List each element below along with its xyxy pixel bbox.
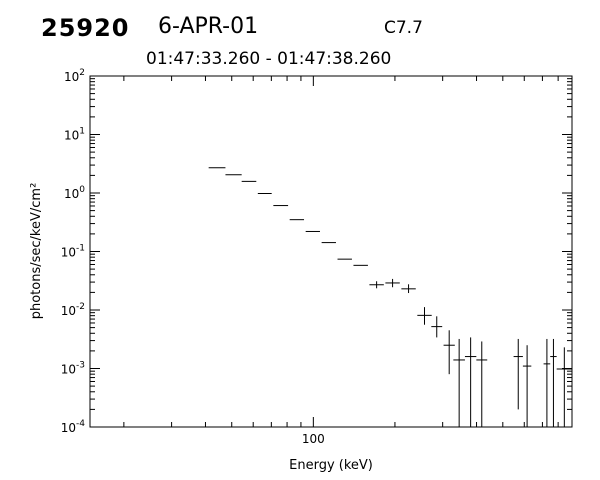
y-axis-label: photons/sec/keV/cm²	[29, 183, 44, 320]
y-tick-label: 100	[64, 185, 85, 201]
data-point	[417, 307, 432, 325]
y-tick-labels: 10-4 10-3 10-2 10-1 100 101 102	[61, 68, 86, 435]
y-tick-label: 102	[64, 68, 85, 84]
y-tick-label: 10-4	[61, 419, 86, 435]
data-point	[522, 345, 532, 427]
y-tick-label: 101	[64, 127, 85, 143]
plot-frame	[89, 75, 573, 428]
data-point	[443, 330, 455, 375]
x-tick-labels: 100	[302, 432, 325, 446]
data-point	[550, 338, 557, 427]
data-point	[431, 316, 443, 338]
data-point	[476, 341, 488, 427]
observation-id: 25920	[41, 14, 130, 42]
data-point	[453, 338, 465, 427]
y-tick-label: 10-2	[61, 302, 85, 318]
data-point	[401, 284, 416, 294]
data-point	[513, 338, 523, 410]
data-point	[464, 337, 477, 427]
axis-ticks	[90, 75, 573, 428]
data-point	[369, 281, 384, 289]
data-points	[208, 167, 572, 427]
time-range: 01:47:33.260 - 01:47:38.260	[146, 49, 392, 69]
y-tick-label: 10-3	[61, 361, 85, 377]
x-axis-label: Energy (keV)	[289, 458, 373, 473]
x-tick-label: 100	[302, 432, 325, 446]
data-point	[543, 338, 551, 427]
data-point	[556, 347, 572, 427]
goes-class: C7.7	[384, 18, 423, 38]
y-tick-label: 10-1	[61, 244, 85, 260]
data-point	[385, 278, 400, 288]
observation-date: 6-APR-01	[158, 14, 259, 39]
